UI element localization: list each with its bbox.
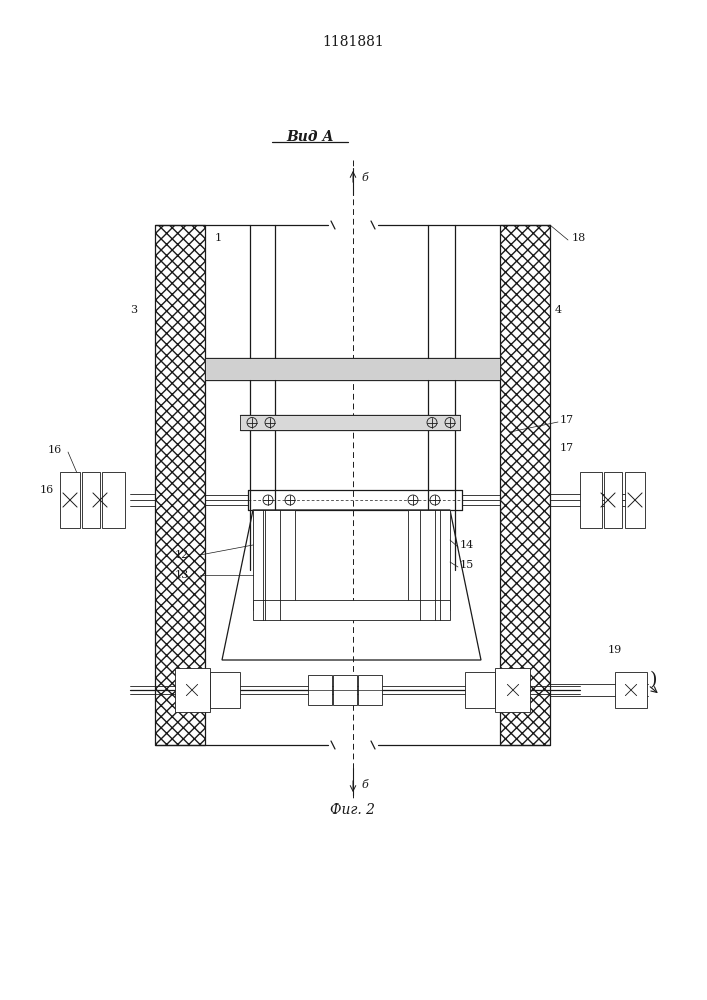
Text: б: б <box>361 780 368 790</box>
Polygon shape <box>358 675 382 705</box>
Polygon shape <box>210 672 240 708</box>
Polygon shape <box>102 472 125 528</box>
Text: 4: 4 <box>555 305 562 315</box>
Text: 3: 3 <box>130 305 137 315</box>
Text: 14: 14 <box>460 540 474 550</box>
Text: ): ) <box>650 671 658 689</box>
Polygon shape <box>333 675 357 705</box>
Polygon shape <box>308 675 332 705</box>
Polygon shape <box>500 225 550 745</box>
Polygon shape <box>465 672 495 708</box>
Text: 1: 1 <box>215 233 222 243</box>
Polygon shape <box>205 358 500 380</box>
Polygon shape <box>615 672 647 708</box>
Text: 1181881: 1181881 <box>322 35 384 49</box>
Polygon shape <box>222 510 481 660</box>
Polygon shape <box>240 415 460 430</box>
Text: б: б <box>361 173 368 183</box>
Polygon shape <box>155 225 205 745</box>
Polygon shape <box>625 472 645 528</box>
Text: 19: 19 <box>608 645 622 655</box>
Polygon shape <box>253 510 295 610</box>
Polygon shape <box>175 668 210 712</box>
Text: Фиг. 2: Фиг. 2 <box>330 803 375 817</box>
Polygon shape <box>604 472 622 528</box>
Text: 12: 12 <box>175 550 189 560</box>
Text: 13: 13 <box>175 570 189 580</box>
Text: 16: 16 <box>40 485 54 495</box>
Polygon shape <box>60 472 80 528</box>
Polygon shape <box>253 600 450 620</box>
Polygon shape <box>82 472 100 528</box>
Text: 17: 17 <box>560 443 574 453</box>
Polygon shape <box>495 668 530 712</box>
Text: Вид А: Вид А <box>286 130 334 144</box>
Text: 16: 16 <box>48 445 62 455</box>
Text: 18: 18 <box>572 233 586 243</box>
Polygon shape <box>580 472 602 528</box>
Polygon shape <box>408 510 450 610</box>
Text: 15: 15 <box>460 560 474 570</box>
Text: 17: 17 <box>560 415 574 425</box>
